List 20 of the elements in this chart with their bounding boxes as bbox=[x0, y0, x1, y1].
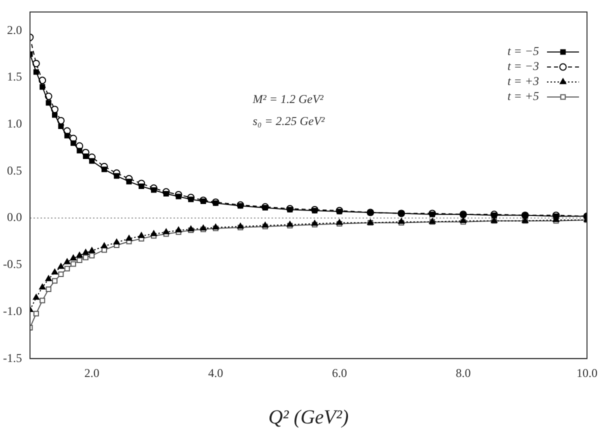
legend-label: t = −3 bbox=[507, 59, 539, 74]
legend-label: t = +3 bbox=[507, 74, 539, 88]
x-tick-label: 10.0 bbox=[576, 366, 598, 380]
y-tick-label: 0.5 bbox=[6, 163, 22, 178]
x-tick-label: 2.0 bbox=[84, 366, 100, 380]
legend-label: t = −5 bbox=[507, 44, 539, 58]
x-tick-label: 6.0 bbox=[332, 366, 347, 380]
y-tick-label: 1.0 bbox=[6, 116, 22, 131]
y-tick-label: 2.0 bbox=[6, 22, 22, 37]
y-tick-label: 1.5 bbox=[6, 70, 22, 84]
y-tick-label: 0.0 bbox=[6, 210, 22, 224]
x-axis-title: Q² (GeV²) bbox=[268, 406, 349, 428]
y-tick-label: -1.5 bbox=[2, 350, 22, 365]
y-tick-label: -0.5 bbox=[2, 257, 22, 272]
legend-label: t = +5 bbox=[507, 89, 539, 104]
x-tick-label: 4.0 bbox=[208, 366, 224, 380]
annotation: s₀ = 2.25 GeV² bbox=[252, 114, 326, 128]
annotation: M² = 1.2 GeV² bbox=[252, 92, 324, 106]
x-tick-label: 8.0 bbox=[456, 366, 471, 380]
y-tick-label: -1.0 bbox=[2, 304, 22, 318]
